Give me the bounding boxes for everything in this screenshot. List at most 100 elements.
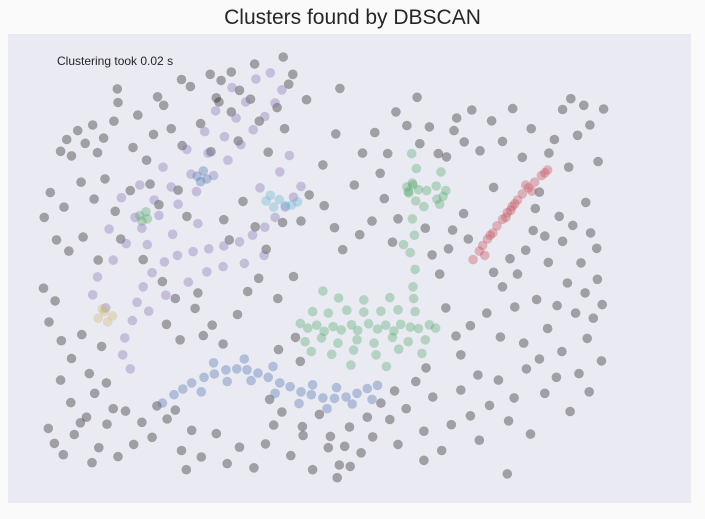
data-point: [50, 296, 60, 306]
data-point: [265, 68, 276, 78]
data-point: [177, 140, 187, 151]
data-point: [428, 392, 438, 402]
data-point: [588, 313, 599, 324]
data-point: [363, 319, 374, 329]
data-point: [72, 125, 83, 136]
data-point: [371, 350, 381, 360]
data-point: [488, 182, 499, 193]
data-point: [159, 257, 170, 267]
data-point: [382, 148, 393, 159]
data-point: [325, 431, 336, 442]
data-point: [562, 278, 573, 288]
data-point: [420, 335, 431, 345]
data-point: [323, 308, 334, 318]
data-point: [465, 411, 476, 421]
data-point: [283, 79, 294, 89]
data-point: [401, 403, 412, 414]
data-point: [405, 247, 416, 258]
series-8: [432, 185, 451, 209]
data-point: [110, 206, 120, 217]
data-point: [346, 320, 357, 330]
data-point: [376, 398, 386, 408]
data-point: [362, 383, 373, 394]
data-point: [446, 419, 457, 430]
data-point: [59, 202, 69, 212]
data-point: [253, 273, 264, 284]
data-point: [89, 388, 100, 399]
data-point: [145, 179, 155, 189]
data-point: [277, 217, 288, 228]
data-point: [275, 378, 285, 388]
data-point: [408, 293, 419, 304]
data-point: [389, 326, 399, 336]
data-point: [482, 308, 492, 318]
data-point: [251, 74, 261, 84]
data-point: [44, 317, 54, 327]
data-point: [463, 234, 474, 244]
data-point: [298, 430, 308, 441]
data-point: [270, 98, 280, 108]
data-point: [318, 393, 328, 403]
data-point: [239, 354, 250, 364]
data-point: [410, 264, 420, 275]
data-point: [218, 261, 228, 272]
data-point: [502, 207, 513, 218]
data-point: [417, 348, 427, 359]
data-point: [314, 409, 325, 420]
data-point: [152, 92, 163, 102]
data-point: [294, 398, 304, 409]
data-point: [152, 401, 162, 411]
data-point: [117, 350, 128, 360]
data-point: [154, 199, 164, 210]
data-point: [219, 131, 230, 142]
data-point: [66, 151, 77, 161]
data-point: [249, 59, 260, 69]
data-point: [128, 142, 138, 153]
data-point: [432, 194, 442, 204]
data-point: [379, 193, 390, 204]
data-point: [398, 239, 409, 250]
data-point: [259, 250, 269, 261]
data-point: [193, 288, 203, 298]
data-point: [221, 365, 231, 375]
data-point: [485, 230, 496, 240]
data-point: [584, 387, 594, 397]
data-point: [336, 325, 347, 335]
data-point: [381, 361, 392, 372]
data-point: [348, 345, 359, 355]
data-point: [557, 236, 568, 247]
data-point: [307, 380, 318, 390]
data-point: [211, 428, 222, 439]
data-point: [280, 200, 291, 211]
data-point: [421, 185, 432, 196]
data-point: [120, 333, 130, 343]
data-point: [372, 324, 383, 334]
data-point: [192, 171, 202, 181]
data-point: [78, 232, 88, 242]
data-point: [92, 147, 103, 158]
data-point: [503, 416, 514, 426]
data-point: [295, 318, 306, 329]
data-point: [186, 378, 197, 388]
data-point: [147, 432, 157, 443]
data-point: [301, 94, 312, 105]
data-point: [427, 250, 437, 260]
data-point: [253, 368, 263, 378]
data-point: [58, 449, 69, 460]
data-point: [523, 183, 534, 193]
data-point: [518, 338, 529, 348]
data-point: [202, 174, 212, 184]
data-point: [525, 429, 536, 439]
series-1: [295, 148, 446, 372]
data-point: [270, 212, 280, 223]
data-point: [526, 123, 536, 134]
data-point: [521, 364, 532, 374]
data-point: [534, 187, 545, 197]
data-point: [434, 199, 445, 209]
data-point: [280, 202, 291, 212]
data-point: [319, 326, 330, 337]
data-point: [528, 225, 538, 236]
data-point: [297, 421, 308, 432]
data-point: [75, 418, 86, 428]
timing-annotation: Clustering took 0.02 s: [57, 54, 174, 68]
